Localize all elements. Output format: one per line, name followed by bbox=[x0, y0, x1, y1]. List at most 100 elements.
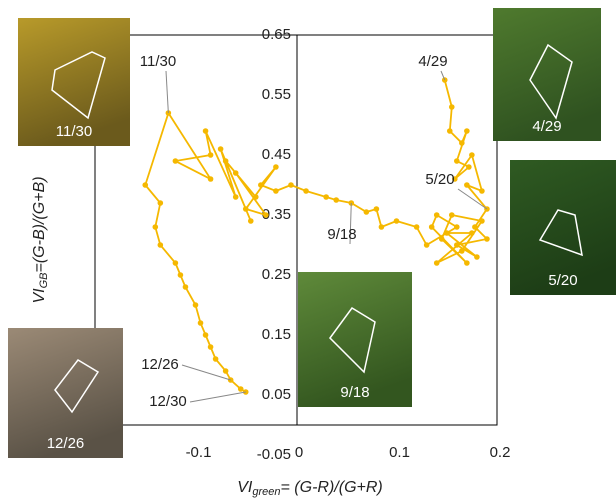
y-tick-label: 0.05 bbox=[262, 386, 291, 403]
point bbox=[459, 248, 465, 254]
photo: 5/20 bbox=[510, 160, 616, 295]
point bbox=[466, 164, 472, 170]
annotation: 12/26 bbox=[141, 356, 179, 373]
point bbox=[464, 182, 470, 188]
point bbox=[364, 209, 370, 215]
x-title-sub: green bbox=[252, 486, 280, 498]
point bbox=[158, 200, 164, 206]
annotation: 12/30 bbox=[149, 393, 187, 410]
point bbox=[263, 212, 269, 218]
point bbox=[474, 254, 480, 260]
point bbox=[173, 158, 179, 164]
photo-label: 4/29 bbox=[532, 118, 561, 135]
x-axis-title: VIgreen= (G-R)/(G+R) bbox=[237, 479, 382, 498]
point bbox=[208, 344, 214, 350]
photo-label: 12/26 bbox=[47, 435, 85, 452]
y-tick-label: -0.05 bbox=[257, 446, 291, 463]
annotation: 11/30 bbox=[140, 53, 176, 70]
point bbox=[449, 104, 455, 110]
y-title-rest: =(G-B)/(G+B) bbox=[31, 176, 48, 272]
annotation: 4/29 bbox=[418, 53, 447, 70]
point bbox=[273, 188, 279, 194]
photo-label: 9/18 bbox=[340, 384, 369, 401]
point bbox=[469, 152, 475, 158]
y-title-sub: GB bbox=[38, 272, 50, 288]
point bbox=[198, 320, 204, 326]
photo-label: 11/30 bbox=[56, 123, 92, 140]
point bbox=[444, 230, 450, 236]
point bbox=[479, 218, 485, 224]
photo: 11/30 bbox=[18, 18, 130, 146]
point bbox=[323, 194, 329, 200]
point bbox=[208, 176, 214, 182]
point bbox=[142, 182, 148, 188]
point bbox=[484, 236, 490, 242]
point bbox=[374, 206, 380, 212]
photo-label: 5/20 bbox=[548, 272, 577, 289]
annotation: 9/18 bbox=[327, 226, 356, 243]
y-tick-label: 0.15 bbox=[262, 326, 291, 343]
point bbox=[183, 284, 189, 290]
point bbox=[253, 194, 259, 200]
y-tick-label: 0.65 bbox=[262, 26, 291, 43]
point bbox=[434, 212, 440, 218]
annotation: 5/20 bbox=[425, 171, 454, 188]
x-tick-label: 0.2 bbox=[490, 444, 511, 461]
photo: 4/29 bbox=[493, 8, 601, 141]
point bbox=[223, 158, 229, 164]
x-title-main: VI bbox=[237, 479, 253, 496]
point bbox=[434, 260, 440, 266]
y-axis-title: VIGB=(G-B)/(G+B) bbox=[31, 176, 50, 303]
point bbox=[233, 194, 239, 200]
point bbox=[447, 128, 453, 134]
point bbox=[469, 230, 475, 236]
y-title-main: VI bbox=[31, 288, 48, 304]
point bbox=[472, 224, 478, 230]
photo: 12/26 bbox=[8, 328, 123, 458]
y-tick-label: 0.25 bbox=[262, 266, 291, 283]
point bbox=[394, 218, 400, 224]
annotation-leader bbox=[166, 71, 168, 113]
point bbox=[303, 188, 309, 194]
point bbox=[258, 182, 264, 188]
point bbox=[193, 302, 199, 308]
x-tick-label: -0.1 bbox=[186, 444, 212, 461]
point bbox=[218, 146, 224, 152]
point bbox=[414, 224, 420, 230]
point bbox=[243, 206, 249, 212]
x-title-rest: = (G-R)/(G+R) bbox=[281, 479, 383, 496]
point bbox=[449, 212, 455, 218]
y-tick-label: 0.45 bbox=[262, 146, 291, 163]
point bbox=[178, 272, 184, 278]
point bbox=[459, 140, 465, 146]
point bbox=[208, 152, 214, 158]
point bbox=[288, 182, 294, 188]
point bbox=[203, 332, 209, 338]
point bbox=[464, 128, 470, 134]
point bbox=[203, 128, 209, 134]
point bbox=[173, 260, 179, 266]
point bbox=[479, 188, 485, 194]
point bbox=[153, 224, 159, 230]
annotation-leader bbox=[190, 392, 246, 402]
point bbox=[454, 158, 460, 164]
point bbox=[158, 242, 164, 248]
x-tick-label: 0 bbox=[295, 444, 303, 461]
x-tick-label: 0.1 bbox=[389, 444, 410, 461]
point bbox=[238, 386, 244, 392]
point bbox=[424, 242, 430, 248]
point bbox=[223, 368, 229, 374]
point bbox=[454, 224, 460, 230]
point bbox=[333, 197, 339, 203]
point bbox=[213, 356, 219, 362]
y-tick-label: 0.55 bbox=[262, 86, 291, 103]
point bbox=[248, 218, 254, 224]
point bbox=[464, 260, 470, 266]
point bbox=[379, 224, 385, 230]
point bbox=[273, 164, 279, 170]
point bbox=[439, 236, 445, 242]
point bbox=[233, 170, 239, 176]
point bbox=[429, 224, 435, 230]
point bbox=[454, 242, 460, 248]
photo: 9/18 bbox=[298, 272, 412, 407]
